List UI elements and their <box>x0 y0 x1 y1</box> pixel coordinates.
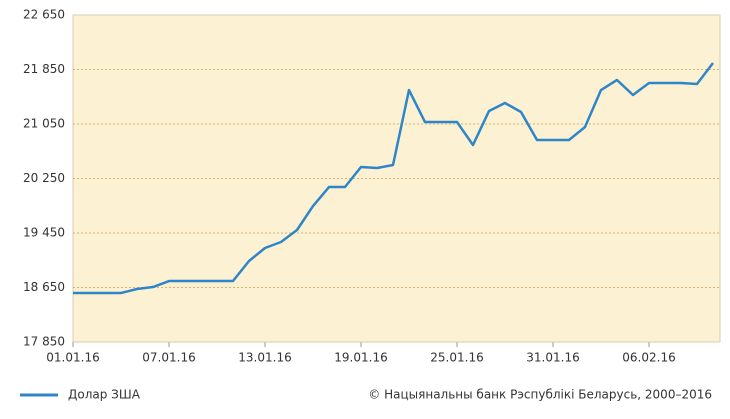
x-tick-label: 13.01.16 <box>238 351 291 365</box>
x-tick-label: 31.01.16 <box>526 351 579 365</box>
y-tick-label: 21 850 <box>23 62 65 76</box>
y-tick-label: 22 650 <box>23 8 65 22</box>
y-tick-label: 18 650 <box>23 280 65 294</box>
source: © Нацыянальны банк Рэспублікі Беларусь, … <box>368 388 712 402</box>
y-tick-label: 17 850 <box>23 335 65 349</box>
x-tick-label: 06.02.16 <box>622 351 675 365</box>
x-tick-label: 25.01.16 <box>430 351 483 365</box>
legend-label: Долар ЗША <box>68 388 141 402</box>
plot-area <box>72 14 721 343</box>
y-tick-label: 19 450 <box>23 226 65 240</box>
line <box>73 62 714 295</box>
x-tick-label: 01.01.16 <box>46 351 99 365</box>
y-tick-label: 20 250 <box>23 171 65 185</box>
x-tick-label: 19.01.16 <box>334 351 387 365</box>
y-tick-label: 21 050 <box>23 117 65 131</box>
x-tick-label: 07.01.16 <box>142 351 195 365</box>
